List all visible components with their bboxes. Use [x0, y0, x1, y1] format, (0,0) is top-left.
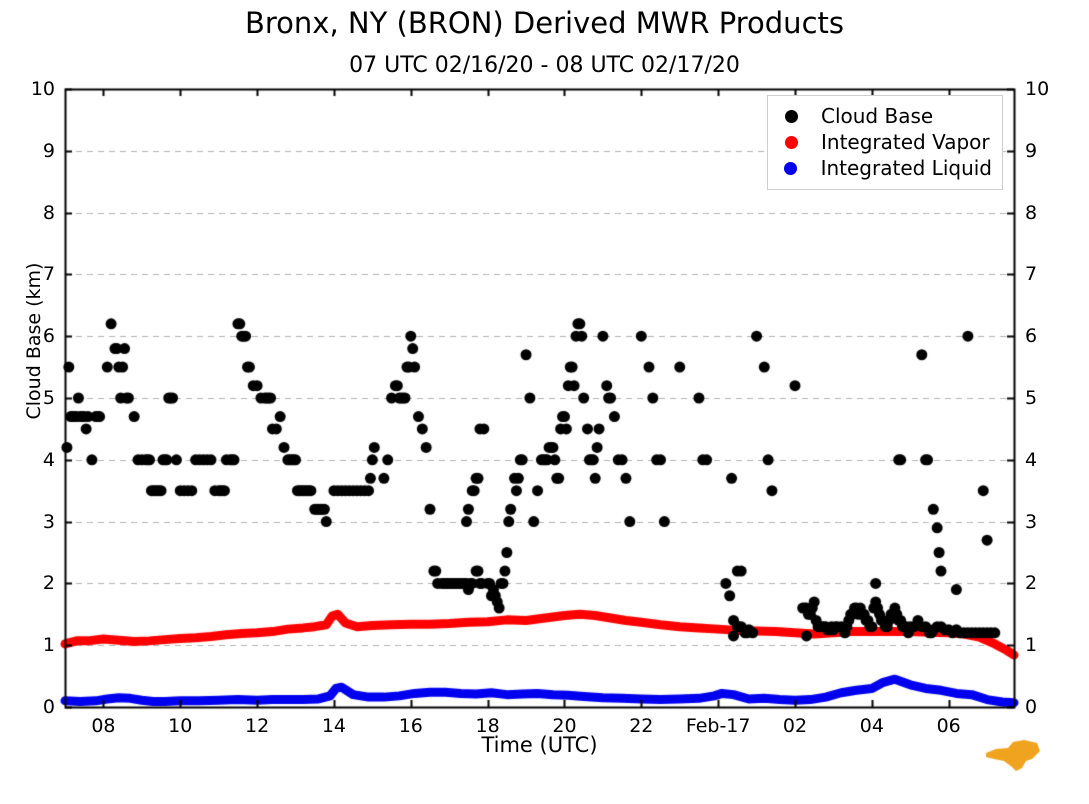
y-tick-label-left: 2 [42, 572, 55, 595]
legend-item-label: Integrated Vapor [821, 130, 990, 154]
chart-legend: Cloud Base Integrated Vapor Integrated L… [767, 95, 1003, 190]
x-tick-label: 02 [782, 715, 808, 737]
legend-dot-icon [778, 161, 804, 175]
chart-subtitle: 07 UTC 02/16/20 - 08 UTC 02/17/20 [349, 53, 740, 78]
y-tick-label-right: 1 [1025, 634, 1038, 657]
legend-dot-icon [778, 135, 804, 149]
x-tick-label: 22 [629, 715, 654, 737]
cloud-base-color-dot [784, 109, 798, 123]
y-tick-label-right: 10 [1025, 78, 1050, 100]
integrated-vapor-color-dot [784, 135, 798, 149]
nys-mesonet-logo [982, 737, 1082, 779]
y-tick-label-left: 0 [42, 696, 55, 718]
y-tick-label-right: 2 [1025, 572, 1038, 595]
legend-item-label: Integrated Liquid [820, 156, 992, 180]
x-tick-label: 08 [91, 715, 116, 737]
legend-item-label: Cloud Base [821, 104, 934, 128]
y-tick-label-left: 5 [42, 387, 55, 409]
x-tick-label: 18 [475, 715, 500, 737]
y-tick-label-left: 8 [42, 201, 55, 224]
x-tick-label: Feb-17 [685, 715, 751, 737]
y-tick-label-left: 7 [42, 263, 55, 286]
y-tick-label-right: 8 [1025, 201, 1038, 224]
x-tick-label: 10 [168, 715, 193, 737]
y-tick-label-right: 4 [1025, 448, 1038, 471]
y-tick-label-right: 6 [1025, 325, 1038, 348]
legend-item: Integrated Vapor [778, 129, 992, 155]
legend-dot-icon [778, 109, 804, 123]
nys-mesonet-logo-canvas [982, 737, 1082, 779]
y-tick-label-left: 1 [42, 634, 55, 657]
y-tick-label-left: 9 [42, 139, 55, 162]
y-tick-label-right: 3 [1025, 510, 1038, 533]
x-tick-label: 04 [859, 715, 884, 737]
y-tick-label-right: 7 [1025, 263, 1038, 286]
x-tick-label: 16 [398, 715, 423, 737]
x-tick-label: 06 [936, 715, 961, 737]
x-axis-label: Time (UTC) [481, 733, 598, 757]
x-tick-label: 20 [552, 715, 577, 737]
y-tick-label-left: 4 [42, 448, 55, 471]
legend-item: Integrated Liquid [778, 155, 992, 181]
page-title: Bronx, NY (BRON) Derived MWR Products [244, 6, 844, 40]
y-tick-label-right: 9 [1025, 139, 1038, 162]
legend-item: Cloud Base [778, 103, 992, 129]
integrated-liquid-color-dot [784, 161, 798, 175]
y-tick-label-left: 3 [42, 510, 55, 533]
y-tick-label-left: 6 [42, 325, 55, 348]
y-tick-label-left: 10 [30, 78, 55, 100]
x-tick-label: 14 [321, 715, 347, 737]
x-tick-label: 12 [245, 715, 270, 737]
y-tick-label-right: 0 [1025, 696, 1038, 718]
y-tick-label-right: 5 [1025, 387, 1038, 409]
